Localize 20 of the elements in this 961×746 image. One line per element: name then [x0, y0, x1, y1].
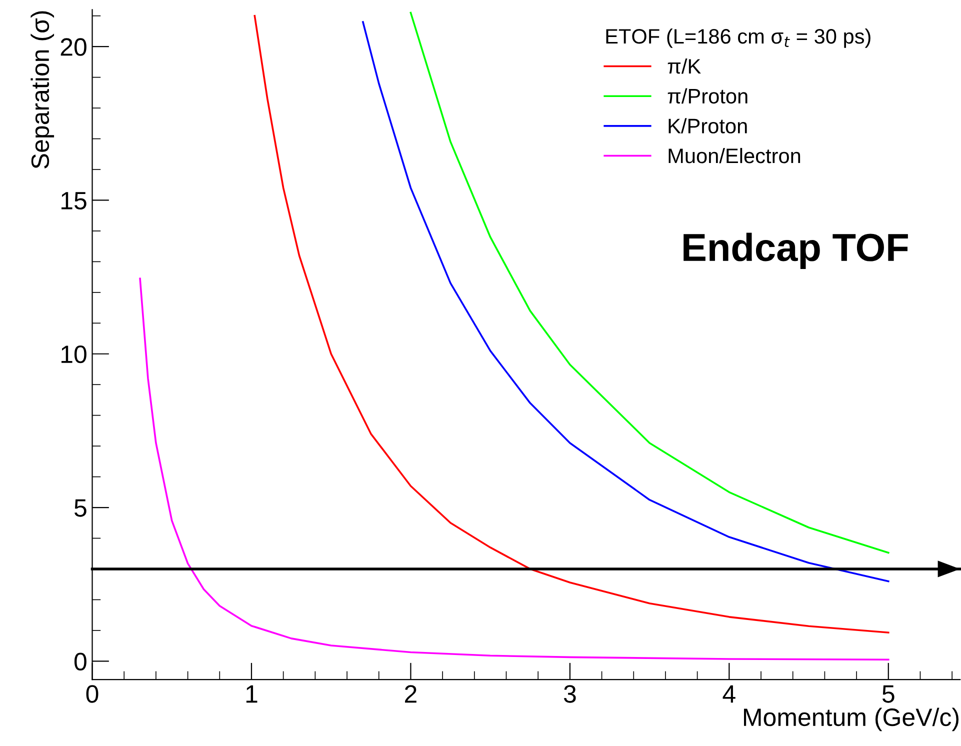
legend-label: π/Proton: [668, 88, 748, 104]
legend-label: K/Proton: [668, 118, 747, 134]
x-tick-label: 2: [405, 685, 416, 703]
y-axis-title: Separation (σ): [30, 11, 54, 168]
y-tick-label: 5: [74, 499, 86, 517]
x-axis-title: Momentum (GeV/c): [744, 708, 958, 732]
x-tick-label: 0: [86, 685, 98, 703]
x-tick-label: 4: [722, 685, 736, 703]
x-tick-label: 3: [564, 685, 576, 703]
x-tick-label: 5: [882, 685, 894, 703]
line-series: [139, 278, 890, 661]
y-tick-label: 20: [60, 38, 86, 56]
legend-label: Muon/Electron: [668, 148, 800, 164]
legend-label: π/K: [668, 58, 701, 74]
y-tick-label: 10: [61, 345, 86, 364]
x-tick-label: 1: [246, 685, 258, 703]
legend-title: ETOF (L=186 cm σ$_{t}$ = 30 ps): [606, 28, 870, 48]
y-tick-label: 0: [74, 652, 86, 670]
y-tick-label: 15: [61, 192, 86, 210]
annotation: Endcap TOF: [684, 232, 908, 269]
